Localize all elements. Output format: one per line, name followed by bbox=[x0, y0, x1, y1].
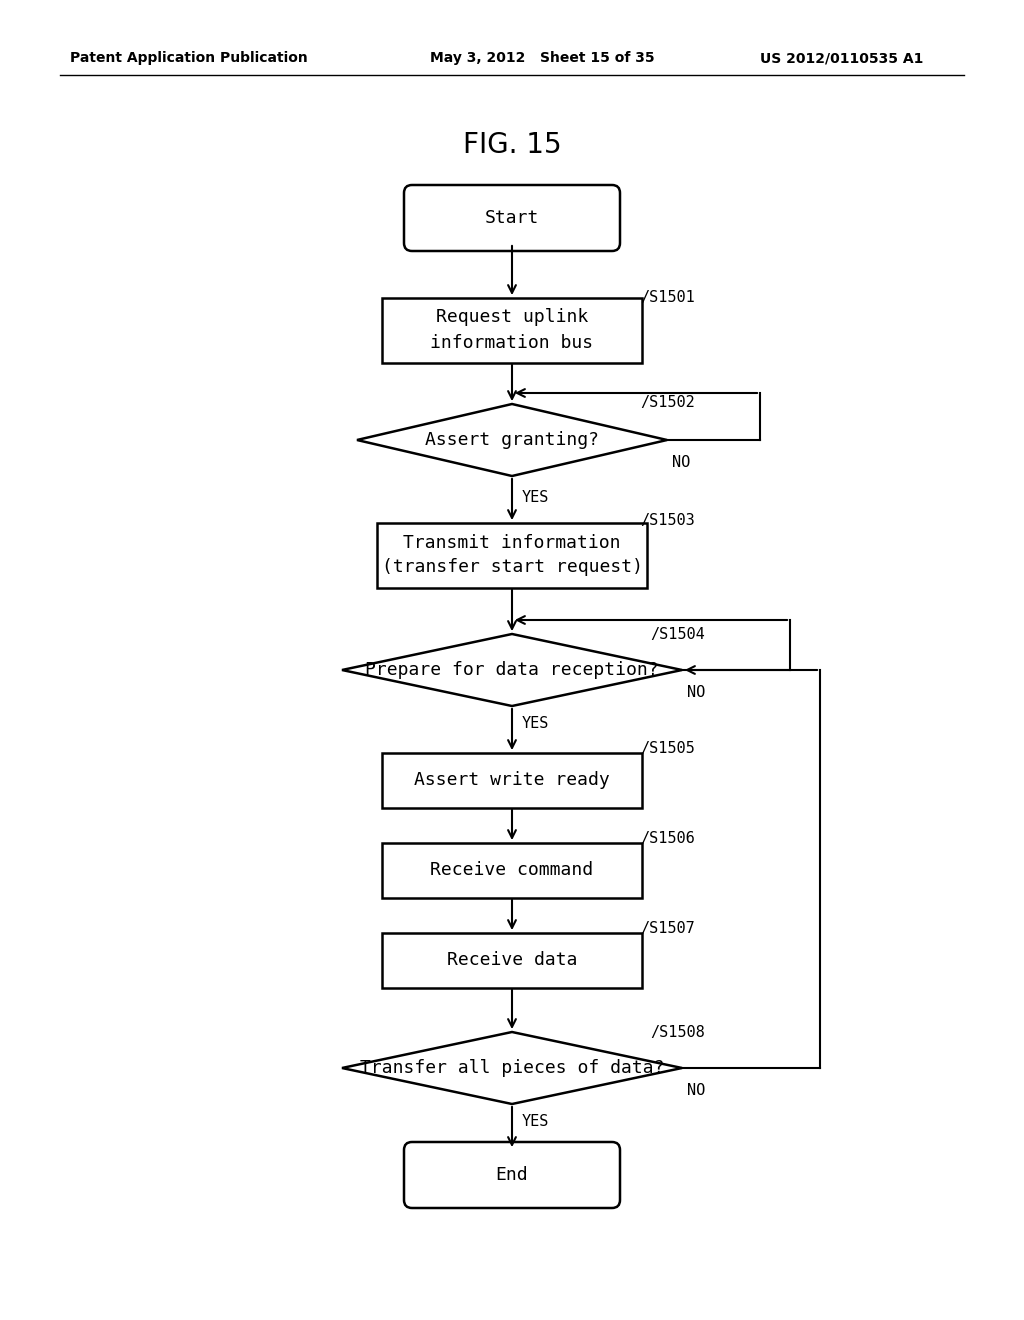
FancyBboxPatch shape bbox=[404, 185, 620, 251]
Text: Patent Application Publication: Patent Application Publication bbox=[70, 51, 308, 65]
Text: Prepare for data reception?: Prepare for data reception? bbox=[366, 661, 658, 678]
Bar bbox=[382, 842, 642, 898]
Text: /S1503: /S1503 bbox=[640, 513, 694, 528]
Text: FIG. 15: FIG. 15 bbox=[463, 131, 561, 158]
Text: NO: NO bbox=[672, 455, 690, 470]
Text: /S1501: /S1501 bbox=[640, 290, 694, 305]
Text: /S1502: /S1502 bbox=[640, 395, 694, 411]
Polygon shape bbox=[342, 1032, 682, 1104]
Text: Assert granting?: Assert granting? bbox=[425, 432, 599, 449]
Polygon shape bbox=[342, 634, 682, 706]
Text: Transmit information
(transfer start request): Transmit information (transfer start req… bbox=[382, 533, 642, 577]
FancyBboxPatch shape bbox=[404, 1142, 620, 1208]
Text: Transfer all pieces of data?: Transfer all pieces of data? bbox=[359, 1059, 665, 1077]
Text: YES: YES bbox=[522, 490, 549, 504]
Text: /S1508: /S1508 bbox=[650, 1026, 705, 1040]
Text: Receive command: Receive command bbox=[430, 861, 594, 879]
Text: /S1506: /S1506 bbox=[640, 832, 694, 846]
Text: YES: YES bbox=[522, 1114, 549, 1130]
Text: NO: NO bbox=[687, 685, 706, 700]
Text: End: End bbox=[496, 1166, 528, 1184]
Text: Start: Start bbox=[484, 209, 540, 227]
Text: /S1505: /S1505 bbox=[640, 741, 694, 756]
Text: Request uplink
information bus: Request uplink information bus bbox=[430, 309, 594, 351]
Text: YES: YES bbox=[522, 717, 549, 731]
Text: Assert write ready: Assert write ready bbox=[414, 771, 610, 789]
Text: NO: NO bbox=[687, 1082, 706, 1098]
Text: US 2012/0110535 A1: US 2012/0110535 A1 bbox=[760, 51, 924, 65]
Bar bbox=[382, 752, 642, 808]
Text: /S1507: /S1507 bbox=[640, 921, 694, 936]
Text: Receive data: Receive data bbox=[446, 950, 578, 969]
Bar bbox=[382, 297, 642, 363]
Text: /S1504: /S1504 bbox=[650, 627, 705, 642]
Polygon shape bbox=[357, 404, 667, 477]
Bar bbox=[377, 523, 647, 587]
Text: May 3, 2012   Sheet 15 of 35: May 3, 2012 Sheet 15 of 35 bbox=[430, 51, 654, 65]
Bar bbox=[382, 932, 642, 987]
